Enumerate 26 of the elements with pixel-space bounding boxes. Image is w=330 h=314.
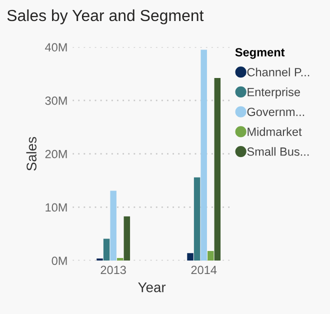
chart-title: Sales by Year and Segment [7,9,204,24]
bar [124,216,130,261]
y-tick-label: 40M [45,43,67,52]
x-axis-title: Year [138,282,166,292]
legend-label: Small Bus... [247,147,309,156]
x-tick-label: 2014 [191,266,217,274]
y-axis-title: Sales [26,136,36,171]
legend-title: Segment [235,48,285,59]
y-tick-label: 20M [45,150,67,158]
y-tick-label: 10M [46,203,67,212]
bar [103,238,110,261]
legend-label: Midmarket [248,127,302,136]
legend-label: Channel P... [247,68,310,76]
y-tick-label: 30M [45,96,67,105]
bar [187,253,194,261]
x-tick-label: 2013 [100,266,126,274]
bar [110,190,116,261]
legend-label: Governm... [247,108,304,116]
bar [194,177,200,261]
bar [116,258,124,261]
legend-label: Enterprise [248,88,300,99]
bar [208,251,214,261]
y-tick-label: 0M [52,256,67,266]
bar [214,78,221,261]
bar [96,258,103,261]
bar [200,50,207,261]
